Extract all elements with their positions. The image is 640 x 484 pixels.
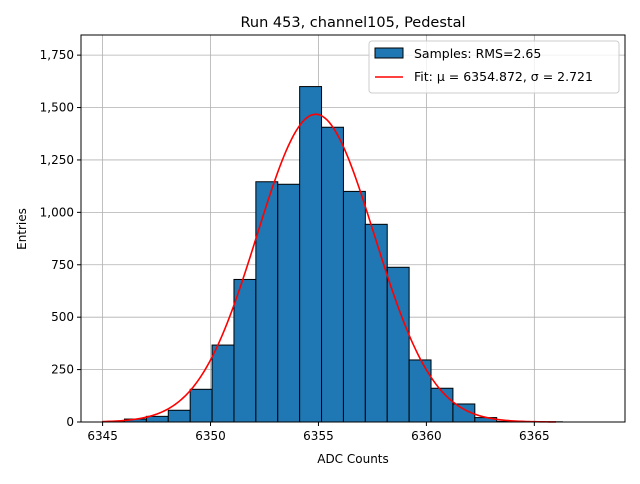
histogram-bar xyxy=(365,224,387,422)
x-axis-label: ADC Counts xyxy=(317,452,389,466)
y-tick-label: 1,250 xyxy=(40,153,74,167)
y-tick-label: 1,750 xyxy=(40,48,74,62)
y-tick-label: 250 xyxy=(51,363,74,377)
legend-label-samples: Samples: RMS=2.65 xyxy=(414,46,541,61)
histogram-bar xyxy=(409,360,431,422)
histogram-bar xyxy=(234,279,256,422)
y-tick-label: 750 xyxy=(51,258,74,272)
y-tick-label: 0 xyxy=(66,415,74,429)
x-tick-label: 6345 xyxy=(87,429,118,443)
x-tick-label: 6355 xyxy=(303,429,334,443)
histogram-bar xyxy=(256,182,278,422)
x-tick-label: 6365 xyxy=(519,429,550,443)
histogram-bar xyxy=(300,87,322,422)
y-axis-ticks: 0 250 500 750 1,000 1,250 1,500 1,750 xyxy=(40,48,81,429)
legend: Samples: RMS=2.65 Fit: μ = 6354.872, σ =… xyxy=(369,41,619,93)
histogram-bar xyxy=(431,388,453,422)
histogram-bar xyxy=(278,184,300,422)
histogram-bar xyxy=(146,416,168,422)
y-tick-label: 500 xyxy=(51,310,74,324)
histogram-bar xyxy=(212,345,234,422)
x-axis-ticks: 6345 6350 6355 6360 6365 xyxy=(87,422,549,443)
histogram-bar xyxy=(343,191,365,422)
x-tick-label: 6360 xyxy=(411,429,442,443)
x-tick-label: 6350 xyxy=(195,429,226,443)
legend-swatch-samples xyxy=(375,48,403,58)
chart-title: Run 453, channel105, Pedestal xyxy=(240,15,465,31)
y-axis-label: Entries xyxy=(15,208,29,250)
histogram-bar xyxy=(322,127,344,422)
histogram-bars xyxy=(103,87,563,422)
y-tick-label: 1,000 xyxy=(40,205,74,219)
histogram-bar xyxy=(190,389,212,422)
histogram-bar xyxy=(168,410,190,422)
y-tick-label: 1,500 xyxy=(40,101,74,115)
histogram-bar xyxy=(387,267,409,422)
legend-label-fit: Fit: μ = 6354.872, σ = 2.721 xyxy=(414,69,593,84)
